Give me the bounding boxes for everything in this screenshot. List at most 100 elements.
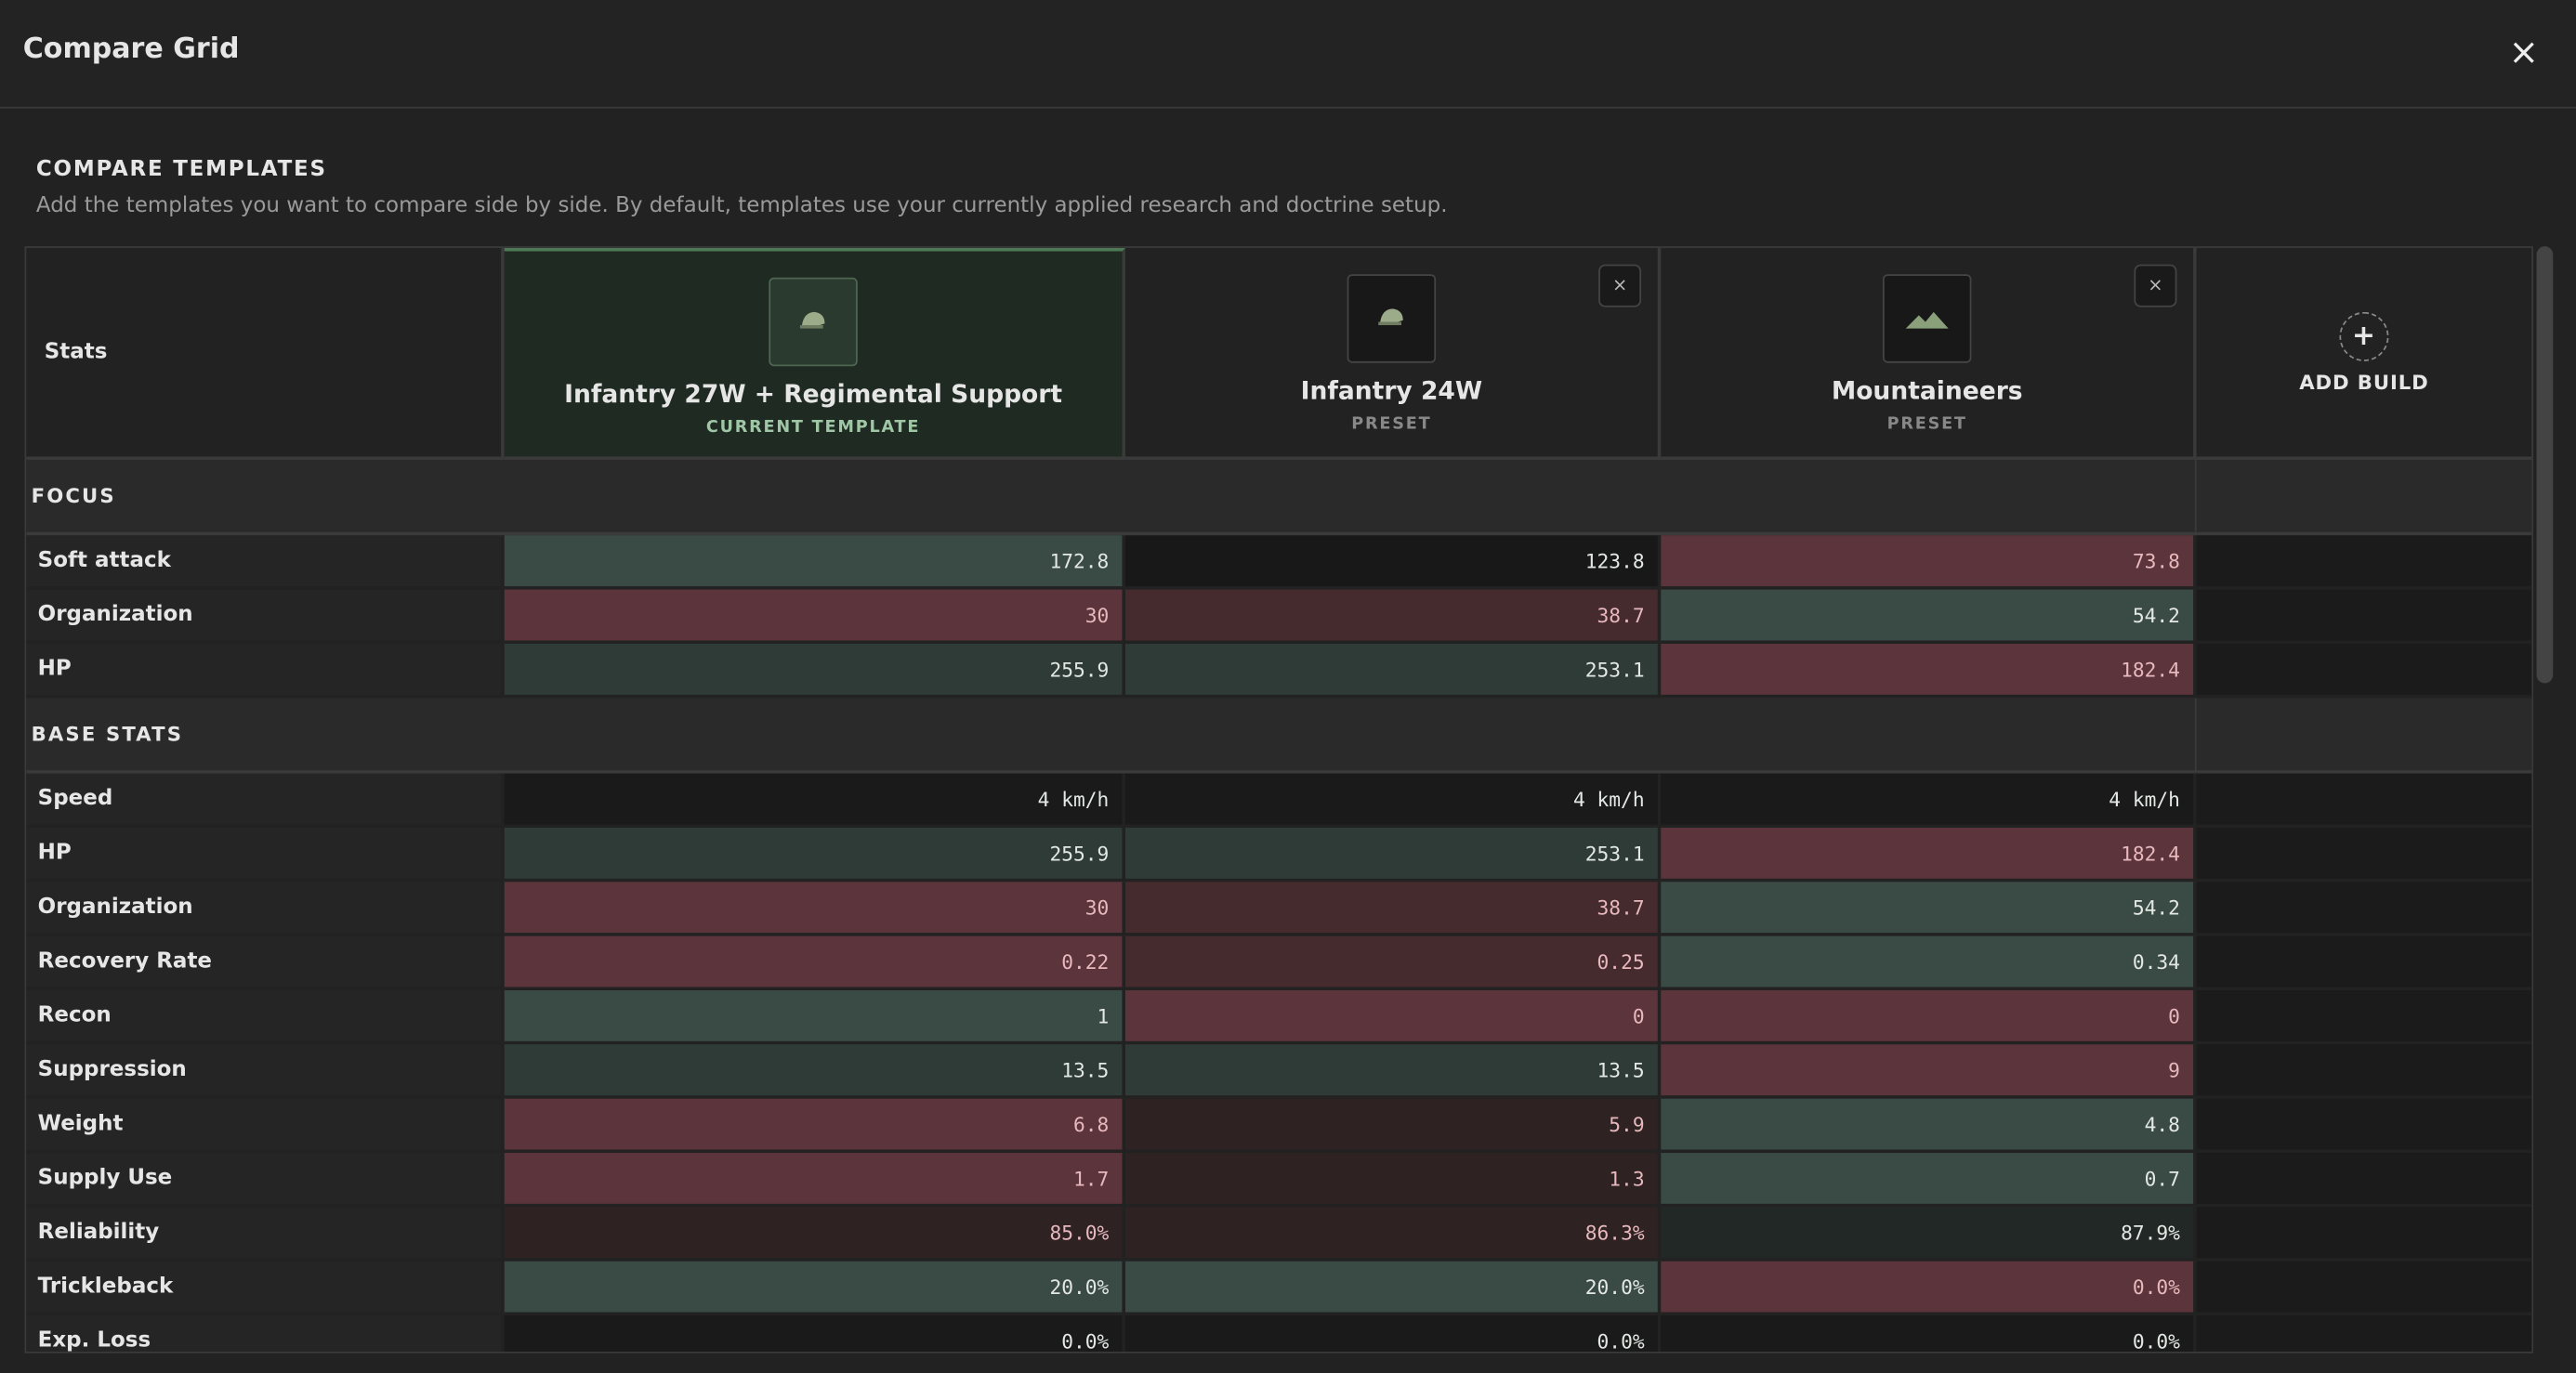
stat-label: Suppression	[26, 1044, 505, 1099]
section-title: COMPARE TEMPLATES	[35, 157, 327, 183]
stat-value: 30	[504, 589, 1125, 644]
stat-value: 87.9%	[1661, 1207, 2197, 1262]
stat-row: Soft attack 172.8 123.8 73.8	[26, 535, 2532, 590]
close-button[interactable]: ×	[2508, 33, 2540, 74]
scrollbar[interactable]	[2536, 246, 2554, 684]
stat-row: HP 255.9 253.1 182.4	[26, 827, 2532, 883]
empty-cell	[2196, 589, 2532, 644]
stat-value: 182.4	[1661, 643, 2197, 699]
stat-label: Recon	[26, 990, 505, 1045]
build-icon	[1882, 274, 1972, 363]
stat-value: 54.2	[1661, 882, 2197, 936]
stat-value: 1.7	[504, 1153, 1125, 1208]
empty-cell	[2196, 1315, 2532, 1352]
add-icon: +	[2339, 311, 2389, 361]
stat-label: Organization	[26, 589, 505, 644]
stat-value: 0.0%	[1661, 1261, 2197, 1316]
empty-cell	[2196, 1044, 2532, 1099]
stat-row: Exp. Loss 0.0% 0.0% 0.0%	[26, 1315, 2532, 1352]
empty-cell	[2196, 935, 2532, 991]
stat-value: 0.7	[1661, 1153, 2197, 1208]
section-subtitle: Add the templates you want to compare si…	[35, 193, 1448, 219]
stat-value: 4 km/h	[504, 773, 1125, 828]
stat-row: Weight 6.8 5.9 4.8	[26, 1098, 2532, 1154]
stat-value: 0.22	[504, 935, 1125, 991]
stat-value: 20.0%	[1124, 1261, 1662, 1316]
stat-label: Reliability	[26, 1207, 505, 1262]
stat-label: Trickleback	[26, 1261, 505, 1316]
stat-value: 13.5	[1124, 1044, 1662, 1099]
stat-value: 6.8	[504, 1098, 1125, 1154]
stat-value: 20.0%	[504, 1261, 1125, 1316]
build-name: Infantry 27W + Regimental Support	[564, 379, 1063, 410]
stat-row: Speed 4 km/h 4 km/h 4 km/h	[26, 773, 2532, 828]
stat-value: 0.25	[1124, 935, 1662, 991]
build-column[interactable]: Infantry 27W + Regimental Support CURREN…	[504, 247, 1125, 460]
stat-row: Reliability 85.0% 86.3% 87.9%	[26, 1207, 2532, 1262]
modal-title: Compare Grid	[22, 33, 240, 66]
empty-cell	[2196, 1207, 2532, 1262]
stat-value: 5.9	[1124, 1098, 1662, 1154]
stat-value: 0	[1124, 990, 1662, 1045]
stat-value: 0	[1661, 990, 2197, 1045]
stat-label: Soft attack	[26, 535, 505, 590]
remove-button[interactable]: ×	[2134, 264, 2177, 307]
table-body: FOCUS Soft attack 172.8 123.8 73.8 Organizati…	[26, 459, 2532, 1352]
stat-label: HP	[26, 643, 505, 699]
stat-row: Trickleback 20.0% 20.0% 0.0%	[26, 1261, 2532, 1316]
stat-value: 54.2	[1661, 589, 2197, 644]
stat-row: Supply Use 1.7 1.3 0.7	[26, 1153, 2532, 1208]
build-column[interactable]: × Infantry 24W PRESET	[1124, 247, 1662, 460]
group-row: FOCUS	[26, 459, 2532, 536]
build-name: Mountaineers	[1831, 375, 2023, 406]
stat-label: HP	[26, 827, 505, 883]
stat-label: Exp. Loss	[26, 1315, 505, 1352]
empty-cell	[2196, 773, 2532, 828]
stat-value: 1	[504, 990, 1125, 1045]
build-name: Infantry 24W	[1300, 375, 1483, 406]
group-name: BASE STATS	[26, 698, 2197, 771]
stat-value: 4 km/h	[1124, 773, 1662, 828]
empty-cell	[2196, 1261, 2532, 1316]
stat-row: Organization 30 38.7 54.2	[26, 882, 2532, 936]
add-build-button[interactable]: + ADD BUILD	[2196, 247, 2532, 460]
empty-cell	[2196, 882, 2532, 936]
stat-label: Organization	[26, 882, 505, 936]
group-row: BASE STATS	[26, 698, 2532, 774]
stat-value: 38.7	[1124, 589, 1662, 644]
stat-value: 4.8	[1661, 1098, 2197, 1154]
stat-value: 123.8	[1124, 535, 1662, 590]
stat-value: 0.0%	[1124, 1315, 1662, 1352]
stat-value: 9	[1661, 1044, 2197, 1099]
build-icon	[769, 277, 858, 367]
stat-row: Recon 1 0 0	[26, 990, 2532, 1045]
stat-value: 0.34	[1661, 935, 2197, 991]
stat-value: 86.3%	[1124, 1207, 1662, 1262]
empty-cell	[2196, 827, 2532, 883]
compare-table: Stats Infantry 27W + Regimental Support …	[24, 246, 2534, 1353]
remove-button[interactable]: ×	[1598, 264, 1642, 307]
stat-label: Weight	[26, 1098, 505, 1154]
stat-row: Organization 30 38.7 54.2	[26, 589, 2532, 644]
stat-value: 253.1	[1124, 643, 1662, 699]
add-build-label: ADD BUILD	[2299, 370, 2429, 394]
stat-label: Recovery Rate	[26, 935, 505, 991]
build-subtitle: PRESET	[1886, 415, 1967, 434]
group-name: FOCUS	[26, 459, 2197, 532]
empty-cell	[2196, 1153, 2532, 1208]
stat-value: 1.3	[1124, 1153, 1662, 1208]
group-filler	[2197, 460, 2532, 532]
stat-value: 182.4	[1661, 827, 2197, 883]
build-column[interactable]: × Mountaineers PRESET	[1661, 247, 2197, 460]
build-subtitle: PRESET	[1351, 415, 1432, 434]
stat-value: 85.0%	[504, 1207, 1125, 1262]
stat-row: Recovery Rate 0.22 0.25 0.34	[26, 935, 2532, 991]
stat-value: 0.0%	[504, 1315, 1125, 1352]
stats-header: Stats	[26, 247, 505, 460]
stat-label: Supply Use	[26, 1153, 505, 1208]
stat-row: Suppression 13.5 13.5 9	[26, 1044, 2532, 1099]
stat-value: 0.0%	[1661, 1315, 2197, 1352]
stat-value: 30	[504, 882, 1125, 936]
